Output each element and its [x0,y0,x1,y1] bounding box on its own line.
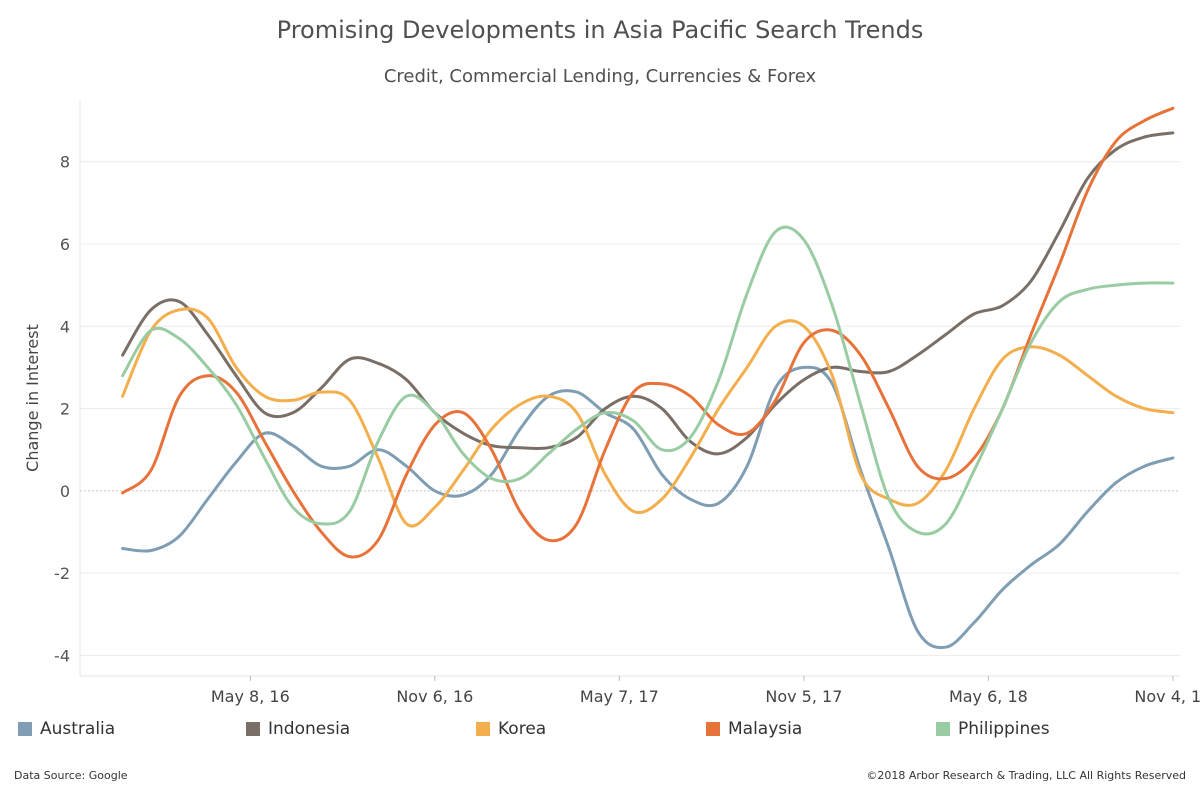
legend-label: Australia [40,719,116,739]
series-line-indonesia[interactable] [121,131,1175,456]
chart-legend: Australia Indonesia Korea Malaysia Philippin… [0,719,1200,743]
legend-item-australia[interactable]: Australia [18,719,115,739]
y-tick-label: 2 [60,400,70,419]
legend-item-philippines[interactable]: Philippines [936,719,1050,739]
series-lines [121,106,1175,650]
x-tick-label: Nov 5, 17 [765,687,842,706]
y-tick-label: -2 [54,564,70,583]
chart-subtitle: Credit, Commercial Lending, Currencies &… [383,66,817,87]
x-tick-label: May 6, 18 [949,687,1028,706]
legend-swatch [706,722,720,736]
y-tick-label: 8 [60,153,70,172]
legend-label: Korea [498,719,547,739]
series-line-australia[interactable] [121,365,1175,650]
x-tick-labels: May 8, 16 Nov 6, 16 May 7, 17 Nov 5, 17 May … [211,676,1200,706]
y-axis-label: Change in Interest [23,324,42,472]
x-tick-label: Nov 4, 18 [1134,687,1200,706]
x-tick-label: May 7, 17 [580,687,659,706]
legend-item-indonesia[interactable]: Indonesia [246,719,350,739]
legend-item-korea[interactable]: Korea [476,719,546,739]
legend-swatch [246,722,260,736]
data-source-note: Data Source: Google [14,769,128,782]
chart-title: Promising Developments in Asia Pacific S… [276,16,924,44]
line-chart: -4 -2 0 2 4 6 8 May 8, 16 Nov 6, 16 May 7, 17 Nov… [23,100,1200,706]
series-line-philippines[interactable] [121,225,1175,536]
legend-label: Indonesia [268,719,351,739]
legend-label: Malaysia [728,719,803,739]
y-tick-label: -4 [54,646,70,665]
legend-label: Philippines [958,719,1050,739]
y-tick-label: 4 [60,317,70,336]
grid-lines [79,100,1180,677]
legend-swatch [936,722,950,736]
y-tick-labels: -4 -2 0 2 4 6 8 [54,153,70,666]
y-tick-label: 6 [60,235,70,254]
x-tick-label: Nov 6, 16 [396,687,473,706]
y-tick-label: 0 [60,482,70,501]
legend-swatch [476,722,490,736]
legend-item-malaysia[interactable]: Malaysia [706,719,802,739]
x-tick-label: May 8, 16 [211,687,290,706]
copyright-note: ©2018 Arbor Research & Trading, LLC All … [866,769,1186,782]
legend-swatch [18,722,32,736]
series-line-korea[interactable] [121,307,1175,528]
